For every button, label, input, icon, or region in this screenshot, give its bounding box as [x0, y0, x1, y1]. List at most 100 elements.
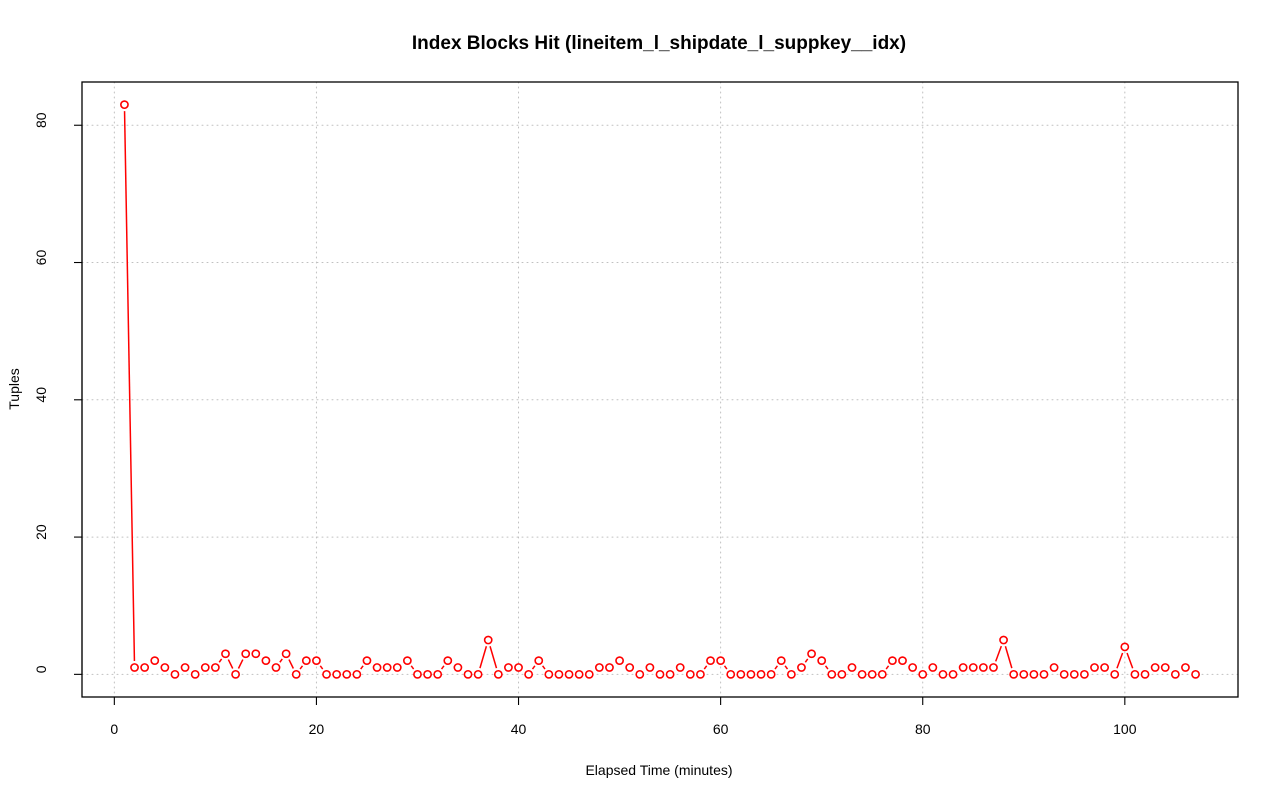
series-segment: [227, 659, 234, 669]
data-point: [908, 663, 918, 672]
data-point: [180, 663, 190, 672]
data-point: [413, 669, 422, 679]
data-point: [271, 663, 281, 672]
data-point: [1090, 663, 1099, 672]
data-point: [665, 669, 675, 679]
y-tick-label: 0: [33, 665, 49, 673]
data-point: [958, 663, 968, 672]
data-point: [574, 669, 584, 679]
x-tick-label: 60: [713, 721, 729, 737]
series-segment: [1126, 652, 1134, 669]
data-point: [210, 663, 220, 672]
data-point: [1150, 663, 1160, 672]
series-segment: [541, 665, 546, 670]
data-point: [402, 656, 412, 666]
series-segment: [531, 665, 536, 670]
data-point: [291, 669, 301, 679]
data-point: [766, 669, 776, 679]
data-point: [584, 669, 594, 679]
data-point: [807, 649, 816, 659]
data-point: [190, 669, 200, 679]
x-tick-label: 100: [1113, 721, 1137, 737]
data-point: [150, 656, 160, 666]
data-point: [1191, 669, 1200, 679]
data-point: [675, 663, 685, 672]
x-tick-label: 0: [110, 721, 118, 737]
data-point: [706, 656, 715, 666]
series-segment: [123, 111, 136, 661]
series-segment: [489, 646, 498, 669]
data-point: [392, 663, 402, 672]
data-point: [1160, 663, 1170, 672]
series-segment: [824, 665, 829, 670]
x-axis-label: Elapsed Time (minutes): [585, 762, 732, 778]
plot-frame: [81, 81, 1239, 698]
data-point: [716, 656, 726, 666]
data-point: [1059, 669, 1069, 679]
data-point: [453, 663, 463, 672]
data-point: [877, 669, 887, 679]
series-segment: [319, 665, 324, 670]
grid: [81, 81, 1239, 698]
data-point: [170, 669, 180, 679]
data-point: [685, 669, 695, 679]
x-tick-label: 40: [511, 721, 527, 737]
series-segment: [279, 658, 283, 663]
data-point: [746, 669, 756, 679]
series-segment: [804, 658, 809, 663]
data-point: [867, 669, 877, 679]
data-point: [120, 100, 129, 110]
series-segment: [784, 665, 789, 670]
data-point: [594, 663, 604, 672]
series-segment: [360, 665, 364, 670]
series-segment: [410, 665, 415, 670]
data-point: [615, 656, 624, 666]
data-point: [1120, 642, 1130, 652]
x-tick-label: 20: [309, 721, 325, 737]
data-point: [332, 669, 342, 679]
data-point: [231, 669, 240, 679]
data-point: [847, 663, 857, 672]
data-point: [1181, 663, 1190, 672]
data-point: [261, 656, 271, 666]
data-point: [968, 663, 978, 672]
data-point: [443, 656, 453, 666]
data-point: [1009, 669, 1019, 679]
y-tick-label: 20: [33, 524, 49, 540]
data-point: [554, 669, 564, 679]
data-point: [362, 656, 372, 666]
series-segment: [885, 665, 890, 670]
data-point: [827, 669, 837, 679]
series-segment: [440, 665, 445, 670]
data-point: [281, 649, 291, 659]
data-point: [524, 669, 534, 679]
data-point: [837, 669, 847, 679]
data-point: [797, 663, 806, 672]
data-point: [817, 656, 827, 666]
data-point: [928, 663, 938, 672]
data-point: [463, 669, 473, 679]
data-point: [857, 669, 867, 679]
data-point: [312, 656, 321, 666]
x-tick-label: 80: [915, 721, 931, 737]
chart-title: Index Blocks Hit (lineitem_l_shipdate_l_…: [412, 33, 906, 54]
data-point: [989, 663, 998, 672]
series-segment: [995, 645, 1003, 662]
y-tick-label: 60: [33, 250, 49, 266]
data-point: [898, 656, 907, 666]
y-axis-label: Tuples: [6, 368, 22, 410]
data-point: [696, 669, 705, 679]
data-point: [938, 669, 948, 679]
data-point: [1130, 669, 1140, 679]
data-point: [160, 663, 170, 672]
data-point: [322, 669, 331, 679]
data-point: [473, 669, 483, 679]
data-point: [514, 663, 523, 672]
data-point: [1100, 663, 1110, 672]
data-point: [564, 669, 574, 679]
series-segment: [723, 665, 728, 670]
data-point: [301, 656, 311, 666]
data-point: [736, 669, 746, 679]
data-point: [251, 649, 261, 659]
